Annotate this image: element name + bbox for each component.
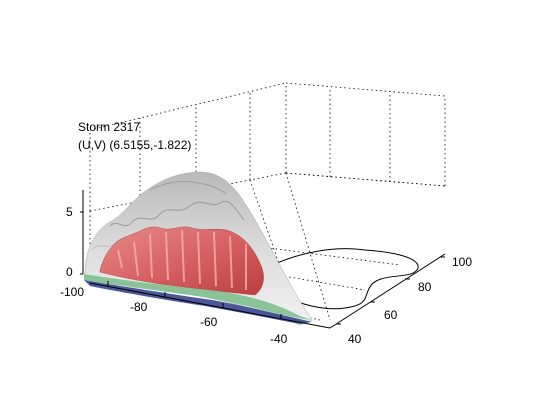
x-tick-label: -40 (270, 332, 288, 346)
middle-isosurface (99, 226, 264, 296)
y-tick-label: 80 (418, 280, 432, 294)
z-tick-label: 5 (66, 205, 73, 219)
z-tick-label: 0 (66, 265, 73, 279)
chart-subtitle: (U,V) (6.5155,-1.822) (78, 138, 191, 152)
y-tick-label: 100 (452, 255, 472, 269)
chart-title: Storm 2317 (78, 120, 140, 134)
axes-frame (80, 190, 446, 329)
x-tick-label: -80 (130, 300, 148, 314)
base-isosurfaces (84, 274, 312, 324)
y-tick-label: 60 (384, 308, 398, 322)
x-tick-label: -100 (60, 285, 84, 299)
x-tick-label: -60 (200, 315, 218, 329)
y-tick-label: 40 (348, 332, 362, 346)
